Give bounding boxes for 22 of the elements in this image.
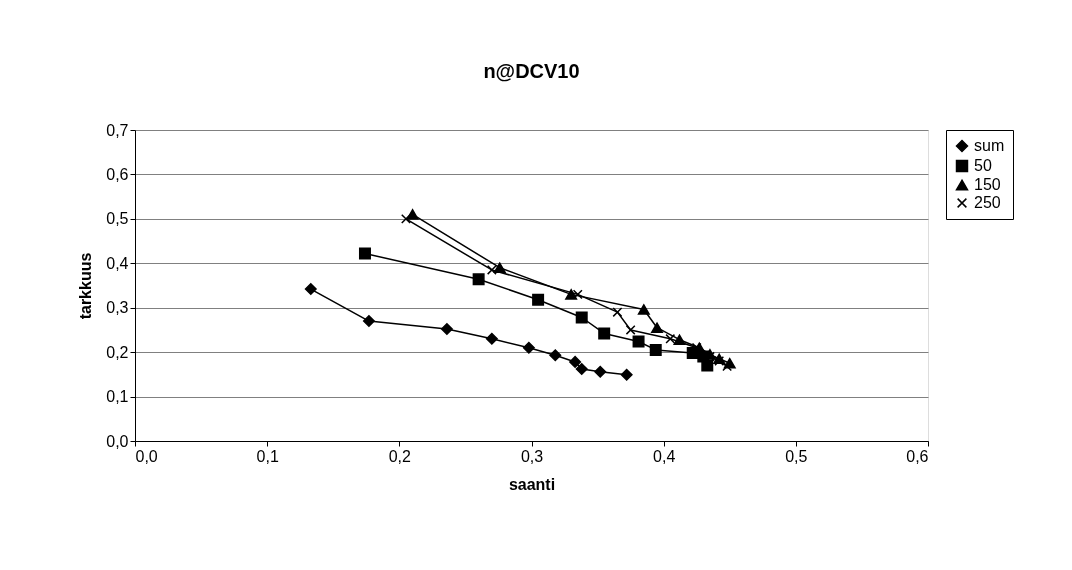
legend-label: 50	[974, 157, 992, 174]
y-tick-label: 0,5	[106, 210, 129, 228]
x-tick-label: 0,6	[906, 447, 929, 465]
legend-label: sum	[974, 137, 1005, 154]
chart-title: n@DCV10	[483, 60, 580, 82]
y-tick-label: 0,7	[106, 121, 129, 139]
y-tick-label: 0,6	[106, 165, 129, 183]
x-tick-label: 0,5	[785, 447, 808, 465]
y-tick-label: 0,4	[106, 254, 129, 272]
legend-label: 150	[974, 176, 1001, 193]
y-tick-label: 0,0	[106, 432, 129, 450]
x-tick-label: 0,2	[388, 447, 412, 465]
x-tick-label: 0,4	[653, 447, 676, 465]
y-tick-label: 0,1	[106, 388, 129, 406]
x-tick-label: 0,0	[135, 447, 158, 465]
x-tick-label: 0,1	[256, 447, 279, 465]
x-axis-title: saanti	[508, 475, 556, 493]
legend-label: 250	[974, 194, 1001, 211]
y-axis-title: tarkkuus	[77, 252, 95, 320]
y-tick-label: 0,3	[106, 299, 129, 317]
x-tick-label: 0,3	[520, 447, 544, 465]
y-tick-label: 0,2	[106, 343, 129, 361]
